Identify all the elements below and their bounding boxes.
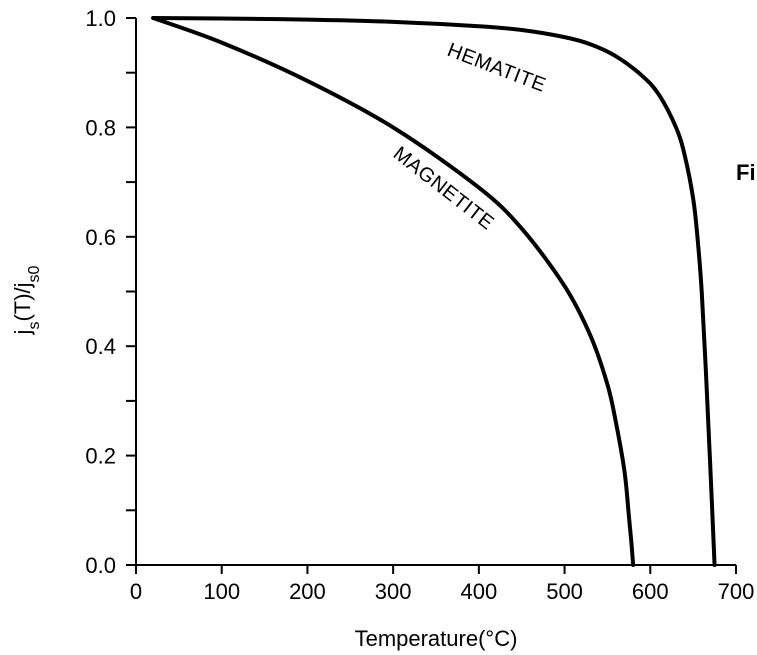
x-tick-label: 300 [375, 579, 412, 604]
x-tick-label: 400 [460, 579, 497, 604]
y-axis-title: js(T)/js0 [10, 265, 43, 335]
series-line-magnetite [151, 16, 636, 567]
series-line-hematite [151, 16, 717, 567]
x-tick-label: 700 [718, 579, 755, 604]
y-axis-title-sub1: s [26, 322, 43, 330]
x-tick-label: 500 [546, 579, 583, 604]
series-group [151, 16, 717, 567]
x-tick-label: 100 [203, 579, 240, 604]
ticks [126, 17, 737, 574]
y-tick-label: 1.0 [85, 6, 116, 31]
y-tick-label: 0.6 [85, 225, 116, 250]
y-axis-title-base: j [10, 330, 35, 336]
y-tick-label: 0.8 [85, 115, 116, 140]
x-tick-label: 600 [632, 579, 669, 604]
tick-labels: 0 100 200 300 400 500 600 700 0.0 0.2 0.4 0.6 0.8 1.0 [85, 6, 754, 604]
figure-label: Fi [736, 160, 756, 185]
y-axis-title-sub2: s0 [26, 265, 43, 282]
y-axis-title-middle: (T)/j [10, 282, 35, 321]
hematite-curve-label: HEMATITE [444, 39, 549, 97]
x-tick-label: 0 [130, 579, 142, 604]
x-tick-label: 200 [289, 579, 326, 604]
y-tick-label: 0.2 [85, 444, 116, 469]
x-axis-title: Temperature(°C) [355, 626, 518, 651]
axes [135, 18, 736, 566]
y-tick-label: 0.0 [85, 553, 116, 578]
y-tick-label: 0.4 [85, 334, 116, 359]
